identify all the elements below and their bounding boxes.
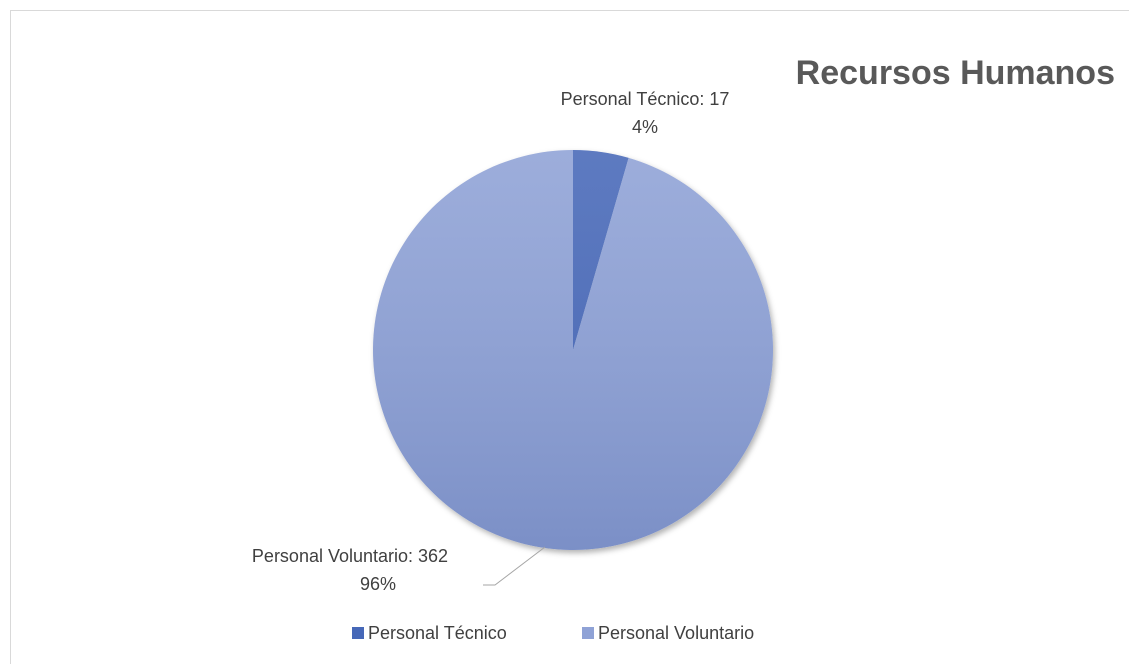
pie-slice <box>372 150 773 550</box>
leader-line <box>483 546 546 586</box>
data-label: Personal Técnico: 17 <box>561 89 730 109</box>
legend-swatch <box>352 627 364 639</box>
percent-label: 4% <box>632 117 658 137</box>
legend-label: Personal Voluntario <box>598 623 754 643</box>
pie <box>372 150 773 550</box>
data-label: Personal Voluntario: 362 <box>252 546 448 566</box>
percent-label: 96% <box>360 574 396 594</box>
legend-swatch <box>582 627 594 639</box>
chart-title: Recursos Humanos <box>796 54 1115 92</box>
legend-label: Personal Técnico <box>368 623 507 643</box>
